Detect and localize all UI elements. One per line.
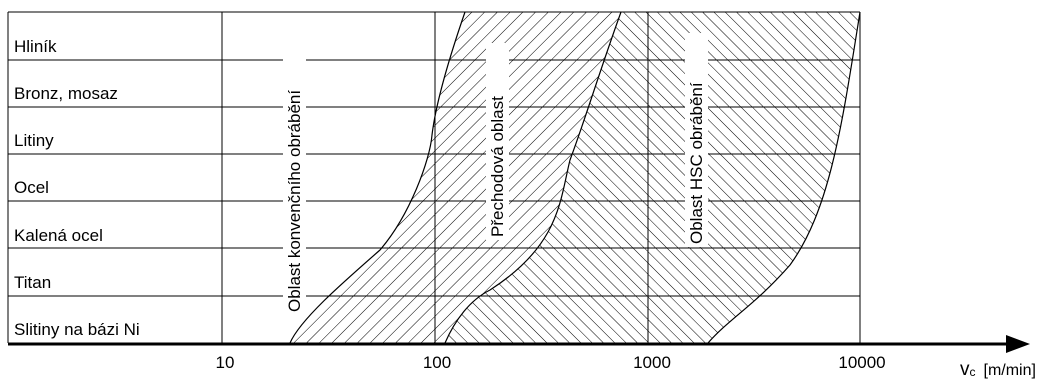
- x-tick-label: 10000: [838, 353, 885, 372]
- material-label: Ocel: [14, 178, 49, 197]
- hsc-region-label: Oblast HSC obrábění: [687, 82, 706, 244]
- material-label: Kalená ocel: [14, 226, 103, 245]
- x-tick-labels: 10 100 1000 10000: [216, 353, 886, 372]
- conventional-region-hatch: [290, 12, 621, 343]
- hsc-right-boundary: [707, 11, 861, 344]
- material-labels: Hliník Bronz, mosaz Litiny Ocel Kalená o…: [14, 37, 140, 339]
- material-label: Bronz, mosaz: [14, 84, 118, 103]
- x-tick-label: 100: [423, 353, 451, 372]
- material-label: Titan: [14, 273, 51, 292]
- x-axis-label: vc [m/min]: [960, 359, 1036, 380]
- transition-label-background: [486, 43, 509, 240]
- material-label: Slitiny na bázi Ni: [14, 320, 140, 339]
- x-tick-label: 1000: [633, 353, 671, 372]
- horizontal-grid: [8, 11, 860, 297]
- hsc-label-background: [685, 33, 708, 247]
- transition-boundary: [444, 11, 622, 344]
- axis-subscript: c: [970, 365, 976, 379]
- x-tick-label: 10: [216, 353, 235, 372]
- hsc-region-hatch: [445, 12, 860, 343]
- conventional-left-boundary: [289, 11, 466, 344]
- hsc-label-group: Oblast HSC obrábění: [685, 33, 708, 247]
- vertical-grid: [7, 12, 861, 343]
- transition-region-label: Přechodová oblast: [488, 96, 507, 237]
- axis-symbol: v: [960, 359, 970, 380]
- conventional-label-group: Oblast konvenčního obrábění: [283, 22, 306, 315]
- material-label: Litiny: [14, 131, 54, 150]
- x-axis-arrowhead: [1006, 335, 1030, 353]
- conventional-region-label: Oblast konvenčního obrábění: [285, 90, 304, 312]
- transition-label-group: Přechodová oblast: [486, 43, 509, 240]
- axis-unit: [m/min]: [984, 362, 1036, 379]
- conventional-label-background: [283, 22, 306, 315]
- material-label: Hliník: [14, 37, 57, 56]
